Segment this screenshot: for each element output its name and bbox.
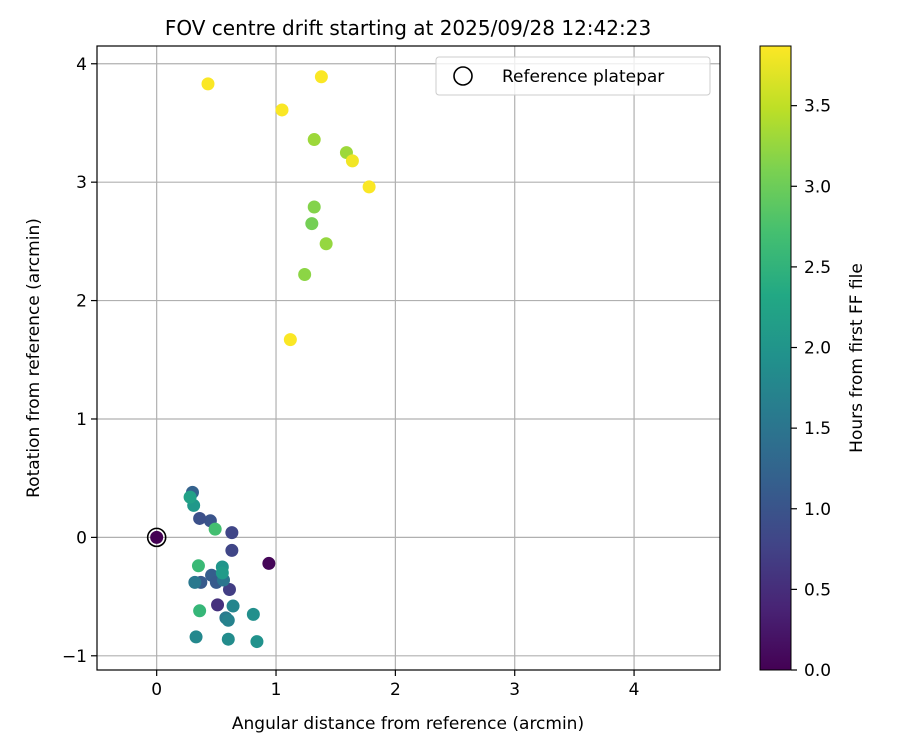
scatter-point bbox=[193, 604, 207, 618]
colorbar-tick-label: 0.5 bbox=[804, 580, 831, 600]
scatter-point bbox=[246, 607, 260, 621]
colorbar-tick-label: 3.0 bbox=[804, 177, 831, 197]
colorbar-ticks: 0.0 0.5 1.0 1.5 2.0 2.5 3.0 3.5 bbox=[791, 97, 831, 681]
scatter-point bbox=[189, 630, 203, 644]
y-tick-label: 3 bbox=[76, 173, 87, 193]
scatter-point bbox=[191, 559, 205, 573]
y-tick-label: 2 bbox=[76, 292, 87, 312]
scatter-point bbox=[221, 613, 235, 627]
legend: Reference platepar bbox=[435, 56, 711, 96]
scatter-point bbox=[307, 200, 321, 214]
scatter-point bbox=[283, 333, 297, 347]
scatter-point bbox=[307, 133, 321, 147]
legend-box bbox=[435, 56, 711, 96]
scatter-point bbox=[275, 103, 289, 117]
y-tick-label: 4 bbox=[76, 55, 87, 75]
x-tick-label: 1 bbox=[271, 680, 282, 700]
chart-title: FOV centre drift starting at 2025/09/28 … bbox=[165, 16, 651, 40]
scatter-point bbox=[211, 598, 225, 612]
scatter-point bbox=[222, 582, 236, 596]
scatter-point bbox=[208, 522, 222, 536]
scatter-point bbox=[201, 77, 215, 91]
colorbar-tick-label: 3.5 bbox=[804, 97, 831, 117]
scatter-point bbox=[298, 268, 312, 282]
y-tick-label: 1 bbox=[76, 410, 87, 430]
x-tick-label: 4 bbox=[629, 680, 640, 700]
colorbar-label: Hours from first FF file bbox=[847, 263, 867, 453]
legend-entry-reference-platepar: Reference platepar bbox=[502, 67, 664, 87]
scatter-point bbox=[319, 237, 333, 251]
scatter-point bbox=[225, 526, 239, 540]
colorbar: 0.0 0.5 1.0 1.5 2.0 2.5 3.0 3.5 Hours from firs… bbox=[759, 45, 867, 681]
y-tick-label: 0 bbox=[76, 528, 87, 548]
scatter-points bbox=[150, 70, 376, 649]
scatter-point bbox=[150, 530, 164, 544]
scatter-point bbox=[362, 180, 376, 194]
colorbar-tick-label: 2.0 bbox=[804, 339, 831, 359]
colorbar-tick-label: 2.5 bbox=[804, 258, 831, 278]
scatter-point bbox=[215, 566, 229, 580]
x-tick-label: 0 bbox=[151, 680, 162, 700]
colorbar-gradient bbox=[759, 45, 792, 671]
colorbar-tick-label: 1.0 bbox=[804, 500, 831, 520]
x-axis-label: Angular distance from reference (arcmin) bbox=[232, 714, 584, 734]
y-tick-label: −1 bbox=[62, 647, 87, 667]
reference-platepar-marker bbox=[146, 527, 167, 548]
x-axis-ticks: 0 1 2 3 4 bbox=[151, 670, 639, 700]
x-tick-label: 2 bbox=[390, 680, 401, 700]
scatter-point bbox=[225, 543, 239, 557]
scatter-point bbox=[345, 154, 359, 168]
scatter-point bbox=[193, 511, 207, 525]
scatter-point bbox=[183, 490, 197, 504]
scatter-point bbox=[305, 217, 319, 231]
scatter-point bbox=[250, 635, 264, 649]
scatter-point bbox=[188, 575, 202, 589]
scatter-point bbox=[314, 70, 328, 84]
scatter-point bbox=[262, 556, 276, 570]
scatter-point bbox=[221, 632, 235, 646]
x-tick-label: 3 bbox=[509, 680, 520, 700]
plot-frame bbox=[96, 45, 721, 671]
colorbar-tick-label: 1.5 bbox=[804, 419, 831, 439]
colorbar-tick-label: 0.0 bbox=[804, 661, 831, 681]
scatter-point bbox=[226, 599, 240, 613]
y-axis-ticks: −1 0 1 2 3 4 bbox=[62, 55, 97, 667]
y-axis-label: Rotation from reference (arcmin) bbox=[24, 218, 44, 498]
grid-lines bbox=[97, 46, 720, 670]
legend-marker-icon bbox=[453, 66, 473, 86]
